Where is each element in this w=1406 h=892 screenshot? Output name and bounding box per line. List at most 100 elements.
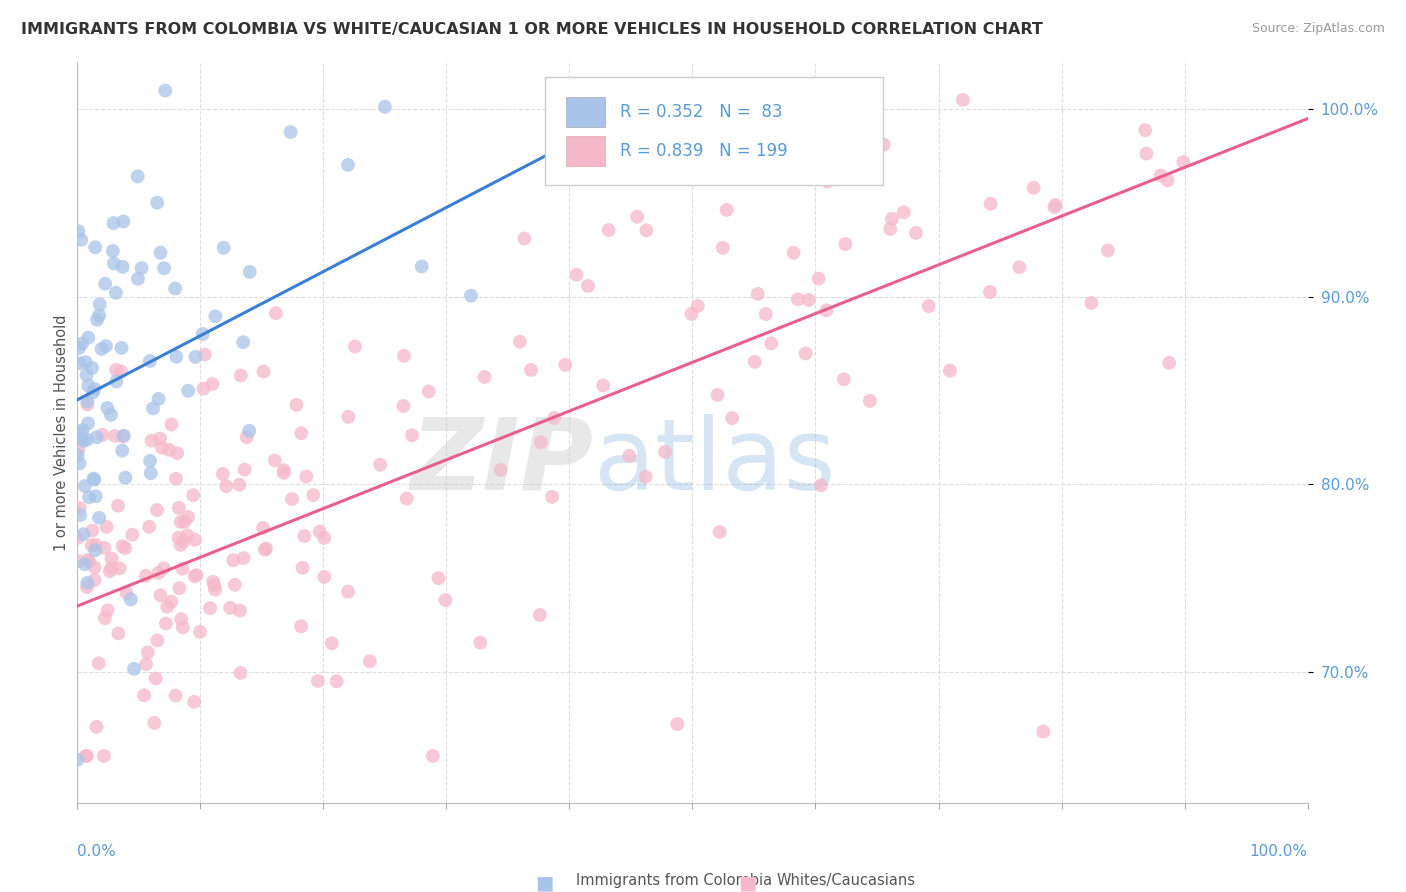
Point — [110, 341, 132, 355]
Point — [706, 388, 728, 402]
Point — [879, 222, 901, 236]
Point — [893, 205, 915, 219]
Point — [76, 394, 98, 409]
Point — [104, 429, 127, 443]
Point — [229, 604, 252, 618]
Point — [761, 336, 783, 351]
Point — [77, 331, 100, 345]
Point — [744, 355, 766, 369]
Point — [66, 531, 89, 545]
Point — [94, 339, 117, 353]
Point — [166, 446, 188, 460]
Point — [917, 299, 939, 313]
Point — [232, 551, 254, 566]
Point — [127, 272, 149, 286]
Point — [112, 214, 135, 228]
Point — [1159, 356, 1181, 370]
Point — [90, 342, 112, 356]
Point — [520, 363, 543, 377]
Point — [135, 569, 157, 583]
Point — [83, 473, 105, 487]
Point — [263, 453, 285, 467]
Point — [169, 515, 191, 529]
Point — [252, 364, 274, 378]
Point — [359, 654, 381, 668]
Point — [576, 279, 599, 293]
Point — [173, 515, 195, 529]
Point — [202, 574, 225, 589]
Point — [67, 224, 90, 238]
Point — [108, 561, 131, 575]
Point — [880, 211, 903, 226]
Point — [307, 673, 329, 688]
Point — [904, 226, 927, 240]
Point — [165, 350, 187, 364]
Point — [176, 528, 198, 542]
Point — [94, 611, 117, 625]
Point — [111, 539, 134, 553]
Text: Immigrants from Colombia: Immigrants from Colombia — [575, 873, 772, 888]
Point — [281, 491, 304, 506]
Point — [183, 569, 205, 583]
Point — [509, 334, 531, 349]
Point — [84, 489, 107, 503]
Point — [229, 665, 252, 680]
Point — [239, 265, 262, 279]
Point — [141, 434, 163, 448]
Point — [1097, 244, 1119, 258]
Point — [77, 378, 100, 392]
Point — [70, 233, 93, 247]
Text: Whites/Caucasians: Whites/Caucasians — [776, 873, 915, 888]
Point — [191, 326, 214, 341]
Point — [165, 472, 187, 486]
Point — [343, 339, 366, 353]
Point — [66, 448, 89, 462]
Point — [70, 336, 93, 351]
Point — [686, 299, 709, 313]
Text: R = 0.352   N =  83: R = 0.352 N = 83 — [620, 103, 782, 121]
Point — [76, 433, 98, 447]
Point — [156, 599, 179, 614]
Point — [83, 560, 105, 574]
Point — [104, 285, 127, 300]
Point — [530, 435, 553, 450]
Text: ■: ■ — [738, 873, 756, 892]
Point — [97, 603, 120, 617]
Point — [122, 662, 145, 676]
Point — [952, 93, 974, 107]
Point — [96, 401, 118, 415]
Point — [86, 720, 108, 734]
Point — [145, 672, 167, 686]
Point — [80, 538, 103, 552]
Point — [75, 355, 97, 369]
Point — [115, 586, 138, 600]
Point — [100, 560, 122, 574]
Point — [72, 527, 94, 541]
Point — [980, 196, 1002, 211]
FancyBboxPatch shape — [565, 136, 605, 166]
Point — [165, 281, 187, 295]
Point — [103, 216, 125, 230]
Point — [233, 462, 256, 476]
Point — [76, 368, 98, 383]
Point — [69, 501, 91, 516]
Point — [114, 470, 136, 484]
Point — [138, 520, 160, 534]
Point — [807, 271, 830, 285]
Point — [170, 612, 193, 626]
Point — [146, 633, 169, 648]
Point — [132, 688, 155, 702]
Point — [1032, 724, 1054, 739]
Text: IMMIGRANTS FROM COLOMBIA VS WHITE/CAUCASIAN 1 OR MORE VEHICLES IN HOUSEHOLD CORR: IMMIGRANTS FROM COLOMBIA VS WHITE/CAUCAS… — [21, 22, 1043, 37]
Point — [219, 600, 242, 615]
Point — [73, 434, 96, 448]
Point — [107, 626, 129, 640]
Point — [543, 411, 565, 425]
Point — [273, 463, 295, 477]
Point — [72, 423, 94, 437]
Point — [325, 674, 347, 689]
Point — [337, 158, 360, 172]
Text: 100.0%: 100.0% — [1250, 844, 1308, 858]
Point — [592, 378, 614, 392]
Point — [337, 409, 360, 424]
